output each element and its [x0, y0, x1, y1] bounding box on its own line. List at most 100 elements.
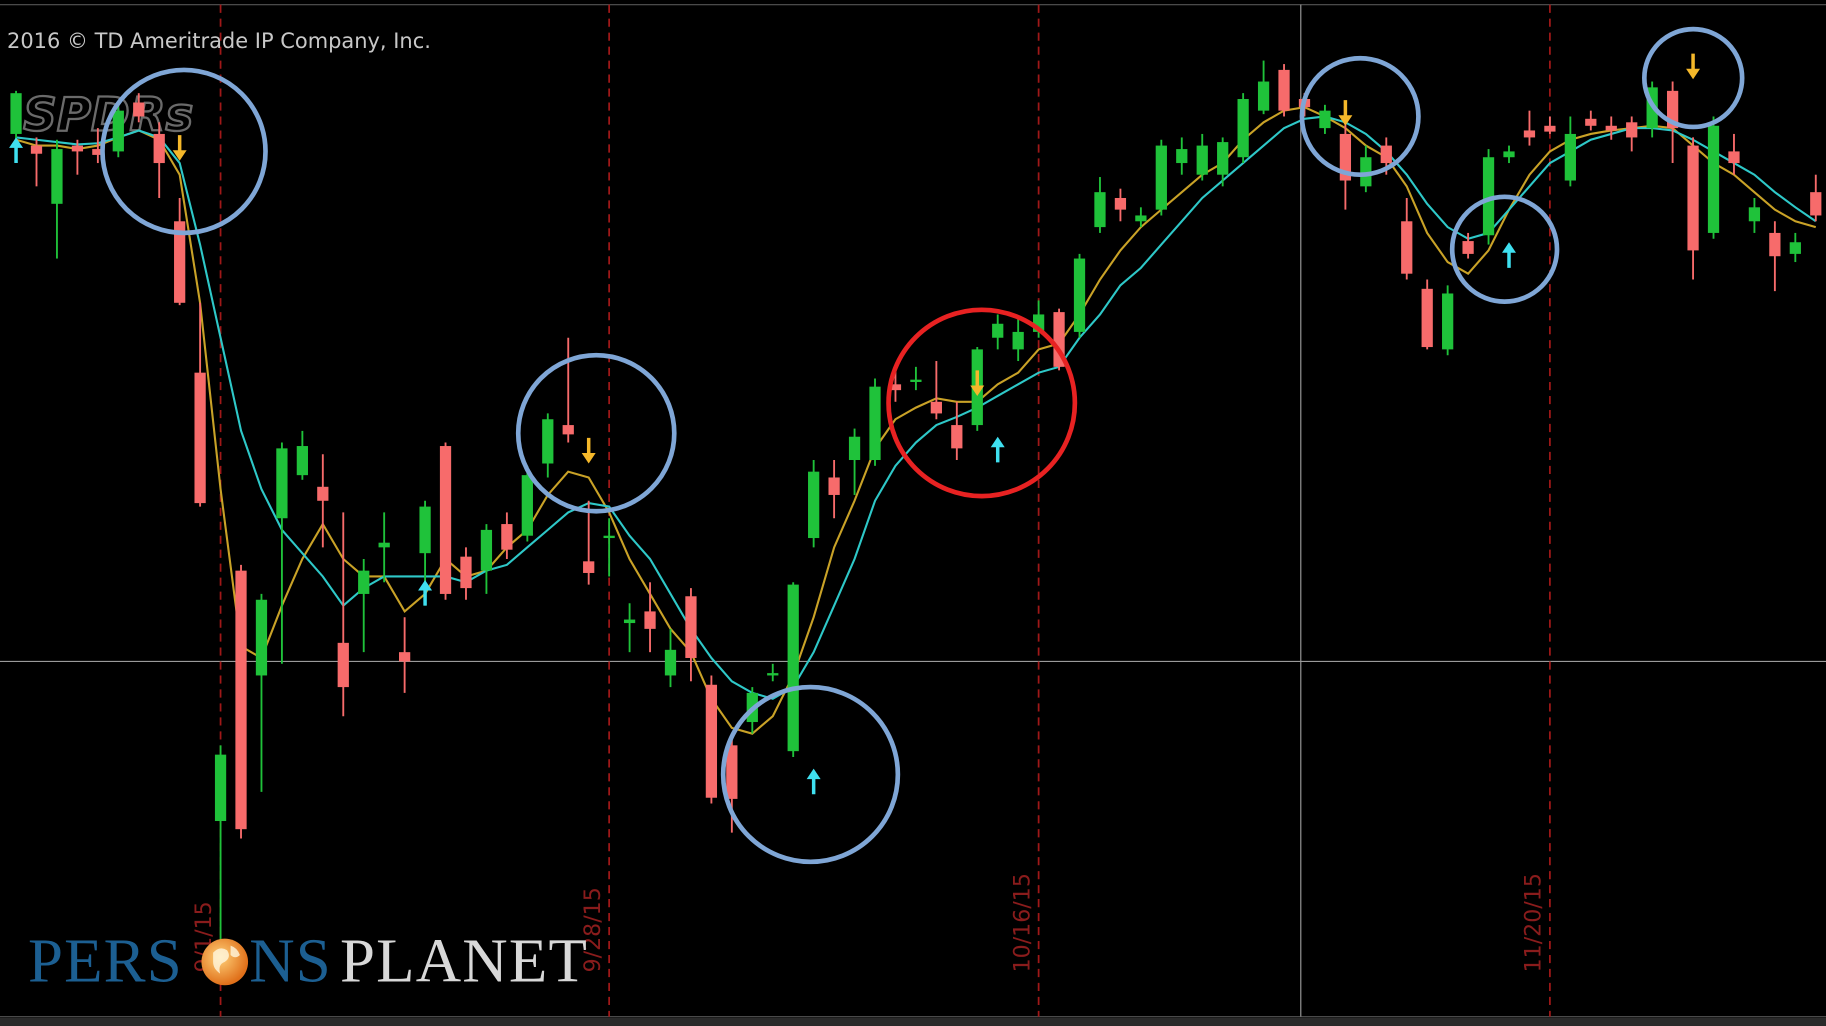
candle-body	[1748, 207, 1761, 222]
candle-body	[1319, 110, 1331, 129]
candle-body	[1094, 192, 1106, 228]
candle-body	[92, 149, 104, 155]
candle-body	[521, 475, 533, 536]
candle-body	[194, 372, 206, 504]
sell-arrow	[172, 135, 187, 161]
date-label: 11/20/15	[1521, 873, 1547, 972]
candle-body	[174, 221, 186, 303]
candle-body	[828, 477, 840, 495]
candle-body	[1155, 145, 1167, 210]
candle-body	[1257, 81, 1270, 111]
signals	[9, 53, 1701, 795]
sell-arrow	[970, 370, 985, 396]
candle-body	[30, 145, 43, 154]
candle-body	[992, 323, 1004, 338]
candle-body	[623, 619, 636, 624]
sell-arrow	[581, 437, 596, 464]
candle-body	[726, 745, 738, 799]
brand-part: NS	[249, 926, 332, 996]
candle-body	[603, 535, 615, 539]
candle-body	[255, 599, 268, 676]
candle-body	[1728, 151, 1740, 164]
candle-body	[1380, 145, 1392, 164]
candle-body	[501, 524, 513, 550]
candle-body	[951, 425, 963, 449]
candle-body	[378, 542, 390, 548]
candle-body	[1176, 149, 1188, 164]
candle-body	[1135, 215, 1147, 222]
candle-body	[644, 611, 656, 629]
buy-arrow	[418, 579, 433, 606]
candle-body	[337, 642, 349, 688]
buy-arrow	[990, 436, 1005, 463]
highlight-circle	[1642, 26, 1745, 130]
candle-body	[1196, 145, 1208, 175]
candle-body	[399, 652, 411, 662]
candle-body	[808, 471, 820, 539]
candle-body	[787, 584, 799, 752]
candle-body	[1605, 125, 1617, 131]
candle-body	[910, 379, 922, 382]
highlight-circle	[515, 352, 677, 514]
candle-body	[685, 596, 697, 658]
candle-body	[869, 386, 881, 461]
brand-part: PERS	[28, 926, 183, 996]
candle-body	[153, 133, 165, 164]
watermark: SPDRs	[23, 87, 193, 141]
candle-body	[10, 93, 22, 134]
candle-body	[1564, 133, 1576, 181]
candle-body	[439, 446, 452, 594]
buy-arrow	[9, 137, 24, 164]
brand-part: PLANET	[340, 926, 588, 996]
copyright: 2016 © TD Ameritrade IP Company, Inc.	[7, 29, 431, 53]
candle-body	[296, 446, 308, 476]
candle-body	[705, 684, 718, 798]
candle-body	[51, 149, 63, 204]
candle-body	[1789, 242, 1801, 254]
candle-body	[276, 448, 288, 519]
buy-arrow	[806, 768, 821, 795]
candle-body	[1585, 118, 1597, 126]
candle-body	[1523, 130, 1536, 138]
bottom-bar	[0, 1017, 1826, 1026]
candle-body	[562, 425, 574, 435]
candle-body	[1237, 99, 1249, 158]
candle-body	[767, 673, 779, 676]
candle-body	[1544, 125, 1556, 132]
candle-body	[1339, 133, 1352, 181]
frame	[0, 4, 1826, 1026]
date-label: 9/28/15	[580, 887, 606, 972]
candle-body	[235, 570, 247, 830]
candle-body	[317, 486, 329, 501]
candle-body	[133, 102, 145, 117]
buy-arrow	[1502, 242, 1516, 268]
candle-body	[1401, 221, 1413, 274]
candle-body	[889, 384, 902, 391]
candle-body	[1810, 192, 1822, 216]
sell-arrow	[1686, 53, 1701, 80]
candle-body	[930, 401, 942, 414]
candle-body	[1626, 122, 1638, 138]
candle-body	[460, 556, 472, 589]
candle-body	[1032, 314, 1045, 332]
highlight-circle	[1449, 194, 1560, 304]
highlight-circle	[886, 307, 1078, 499]
candle-body	[1360, 157, 1372, 187]
candle-body	[1278, 69, 1290, 111]
candle-body	[1442, 293, 1454, 350]
candle-body	[1053, 312, 1065, 367]
moving-average-line	[15, 115, 1817, 700]
candle-body	[1012, 331, 1024, 350]
candle-body	[1462, 241, 1474, 254]
candle-body	[848, 436, 861, 461]
sell-arrow	[1338, 100, 1353, 126]
date-label: 10/16/15	[1009, 873, 1035, 972]
highlight-circle	[100, 67, 268, 236]
candle-body	[1707, 125, 1720, 233]
candle-body	[664, 649, 677, 676]
candle-body	[1769, 232, 1781, 257]
candle-body	[1217, 142, 1229, 175]
